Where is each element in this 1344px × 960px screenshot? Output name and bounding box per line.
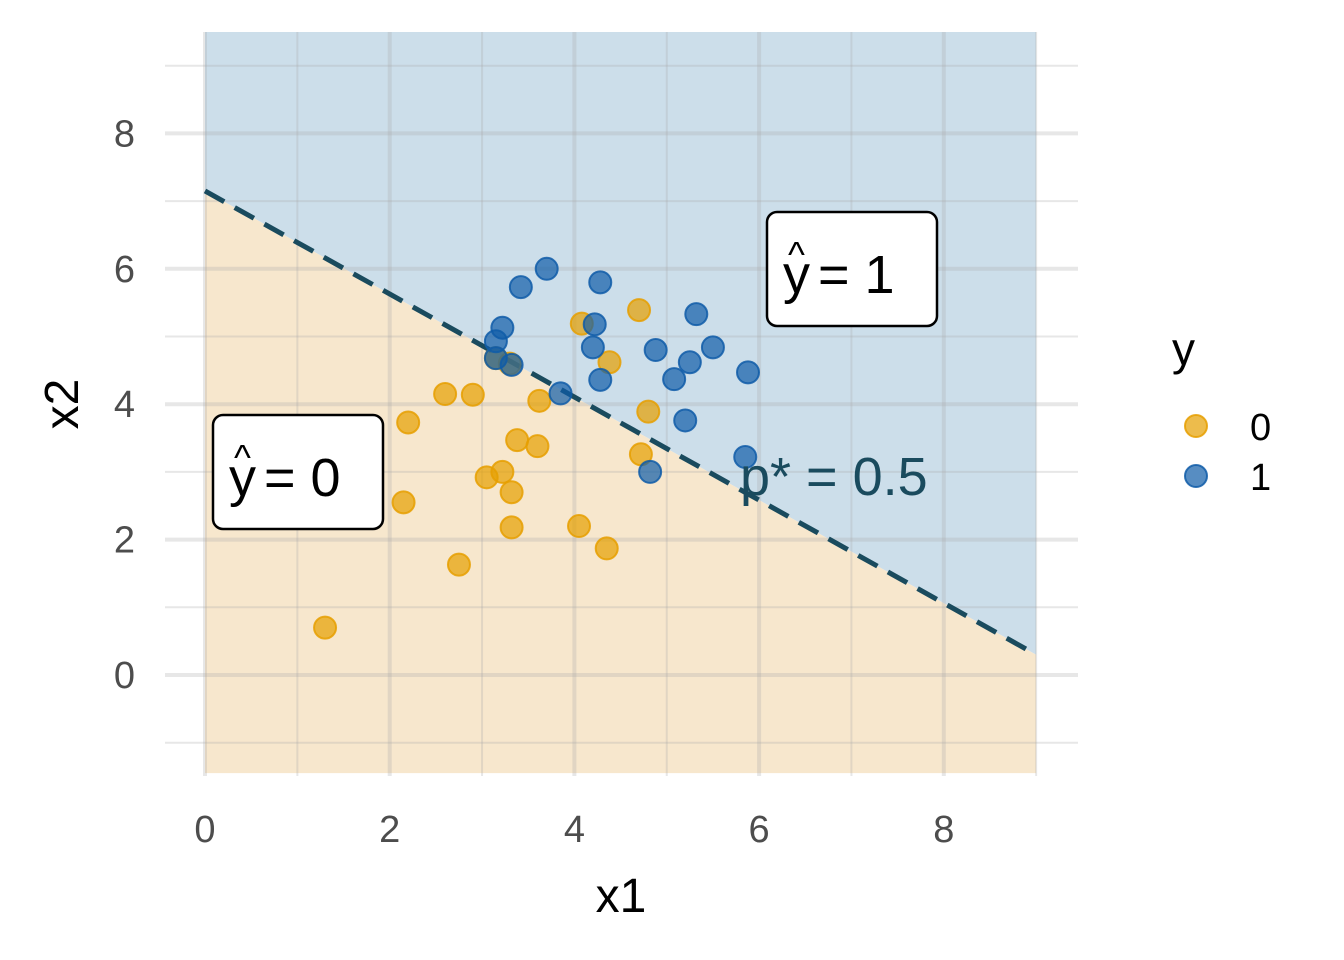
data-point-y1 — [662, 367, 687, 392]
data-point-y1 — [673, 408, 698, 433]
data-point-y0 — [499, 515, 524, 540]
data-point-y0 — [490, 459, 515, 484]
x-axis-title: x1 — [596, 870, 647, 923]
data-point-y1 — [638, 459, 663, 484]
data-point-y0 — [499, 480, 524, 505]
region-label-value: = 0 — [264, 448, 341, 508]
data-point-y1 — [588, 270, 613, 295]
legend-label-y0: 0 — [1250, 407, 1271, 449]
legend-label-y1: 1 — [1250, 457, 1271, 499]
data-point-y1 — [736, 360, 761, 385]
data-point-y1 — [548, 381, 573, 406]
data-point-y1 — [588, 367, 613, 392]
data-point-y0 — [396, 410, 421, 435]
data-point-y0 — [433, 382, 458, 407]
data-point-y0 — [636, 399, 661, 424]
x-tick-label: 4 — [564, 809, 585, 851]
data-point-y1 — [700, 335, 725, 360]
data-point-y1 — [508, 275, 533, 300]
hat-symbol: ^ — [788, 234, 805, 275]
y-tick-label: 0 — [114, 655, 135, 697]
data-point-y1 — [684, 302, 709, 327]
y-axis-tick-labels: 0 2 4 6 8 — [114, 113, 135, 697]
x-tick-label: 8 — [933, 809, 954, 851]
x-tick-label: 0 — [194, 809, 215, 851]
y-tick-label: 4 — [114, 384, 135, 426]
data-point-y0 — [527, 388, 552, 413]
legend-key-y1 — [1184, 464, 1208, 488]
gridlines — [165, 32, 1078, 776]
region-label-y-hat-0: ^ y = 0 — [211, 413, 385, 531]
x-tick-label: 2 — [379, 809, 400, 851]
region-y-hat-1-fill — [205, 32, 1037, 655]
data-point-y0 — [313, 615, 338, 640]
data-point-y1 — [580, 335, 605, 360]
y-tick-label: 6 — [114, 249, 135, 291]
data-point-y0 — [446, 552, 471, 577]
legend-title: y — [1172, 323, 1195, 375]
data-point-y1 — [490, 315, 515, 340]
data-point-y1 — [677, 350, 702, 375]
hat-symbol: ^ — [234, 437, 251, 478]
region-fills — [205, 32, 1037, 774]
data-point-y1 — [733, 445, 758, 470]
x-axis-tick-labels: 0 2 4 6 8 — [194, 809, 954, 851]
y-tick-label: 2 — [114, 520, 135, 562]
region-label-value: = 1 — [818, 245, 895, 305]
region-label-var: y — [783, 245, 810, 305]
x-tick-label: 6 — [749, 809, 770, 851]
data-point-y1 — [582, 312, 607, 337]
data-point-y0 — [594, 536, 619, 561]
legend-key-y0 — [1184, 414, 1208, 438]
data-point-y0 — [567, 514, 592, 539]
data-point-y0 — [505, 428, 530, 453]
data-point-y0 — [525, 434, 550, 459]
data-points — [313, 256, 761, 640]
region-label-var: y — [229, 448, 256, 508]
region-y-hat-0-fill — [205, 190, 1037, 774]
data-point-y1 — [534, 256, 559, 281]
region-label-y-hat-1: ^ y = 1 — [765, 210, 939, 328]
data-point-y0 — [627, 298, 652, 323]
y-tick-label: 8 — [114, 113, 135, 155]
data-point-y0 — [391, 490, 416, 515]
data-point-y1 — [483, 346, 508, 371]
decision-boundary-line — [203, 188, 1038, 657]
data-point-y0 — [460, 382, 485, 407]
legend: y 0 1 — [1172, 323, 1271, 499]
data-point-y1 — [643, 338, 668, 363]
y-axis-title: x2 — [36, 379, 89, 430]
threshold-label: p* = 0.5 — [740, 447, 928, 507]
